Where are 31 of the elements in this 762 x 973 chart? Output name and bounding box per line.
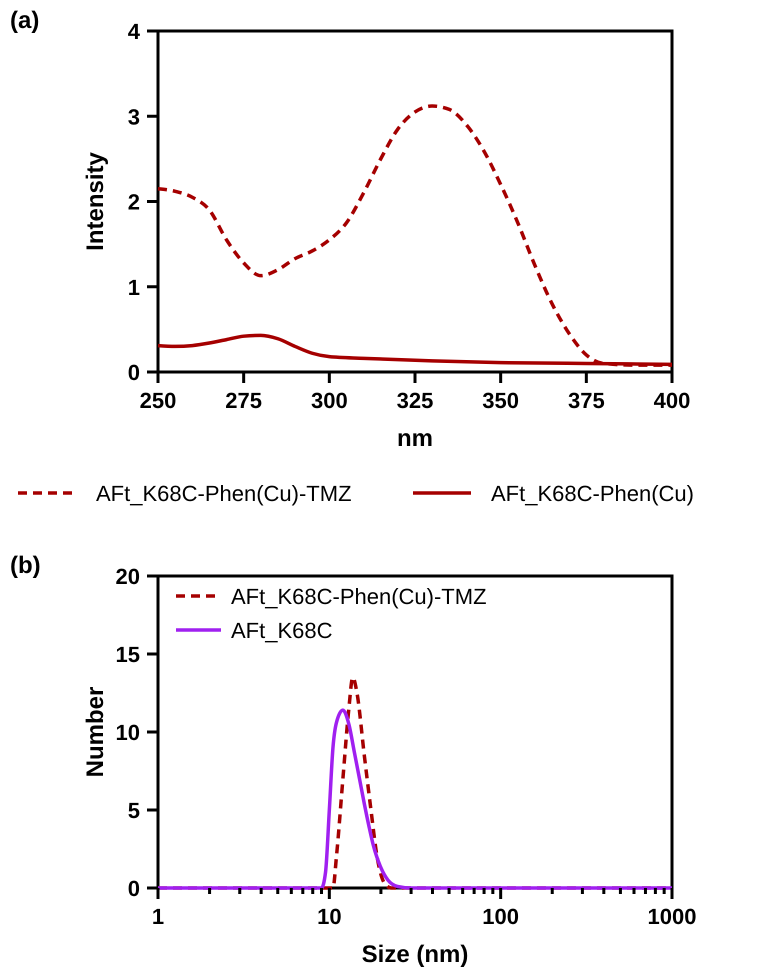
x-tick-label: 1000	[648, 904, 696, 929]
x-tick-label: 350	[482, 388, 520, 413]
x-tick-label: 10	[317, 904, 342, 929]
x-tick-label: 100	[482, 904, 520, 929]
y-tick-label: 1	[128, 274, 140, 300]
x-axis-title: nm	[397, 425, 433, 452]
chart-title: (a)	[10, 7, 40, 34]
y-tick-label: 20	[116, 564, 140, 589]
x-tick-label: 375	[568, 388, 605, 413]
y-tick-label: 10	[116, 720, 140, 745]
x-tick-label: 300	[310, 388, 348, 413]
legend-label: AFt_K68C	[231, 618, 333, 643]
x-axis-title: Size (nm)	[362, 941, 468, 968]
y-axis-title: Number	[82, 686, 109, 778]
y-tick-label: 4	[128, 19, 141, 44]
y-axis-title: Intensity	[82, 152, 109, 251]
y-tick-label: 3	[128, 104, 140, 130]
x-tick-label: 250	[140, 388, 176, 413]
x-tick-label: 325	[396, 388, 434, 413]
chart-title: (b)	[10, 552, 41, 579]
x-tick-label: 1	[152, 904, 164, 929]
y-tick-label: 15	[116, 642, 140, 667]
y-tick-label: 0	[128, 360, 140, 385]
legend-label: AFt_K68C-Phen(Cu)	[491, 481, 694, 506]
x-tick-label: 275	[225, 388, 262, 413]
y-tick-label: 5	[128, 798, 140, 823]
legend-label: AFt_K68C-Phen(Cu)-TMZ	[231, 584, 487, 609]
y-tick-label: 0	[128, 876, 140, 901]
x-tick-label: 400	[654, 388, 690, 413]
legend-label: AFt_K68C-Phen(Cu)-TMZ	[96, 481, 352, 506]
y-tick-label: 2	[128, 190, 140, 214]
